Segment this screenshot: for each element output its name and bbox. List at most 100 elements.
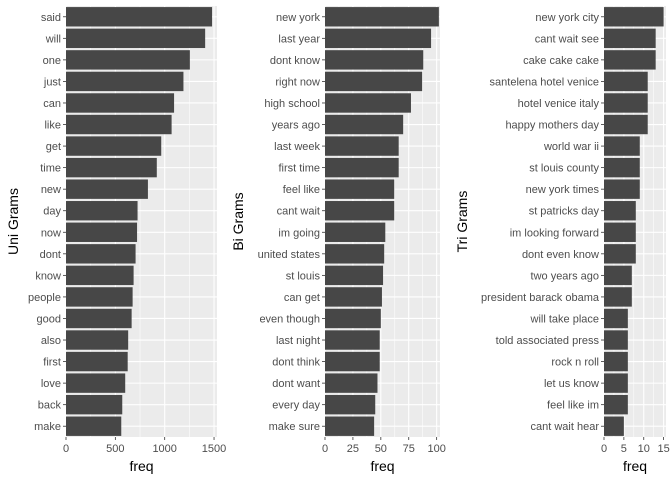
y-tick-label: rock n roll bbox=[551, 357, 599, 369]
x-axis-title: freq bbox=[370, 458, 394, 474]
y-tick-label: im looking forward bbox=[510, 227, 599, 239]
bar bbox=[325, 28, 432, 49]
y-tick-label: hotel venice italy bbox=[518, 98, 600, 110]
x-tick-label: 10 bbox=[638, 443, 650, 455]
y-tick-label: last night bbox=[276, 335, 320, 347]
x-tick-label: 100 bbox=[427, 443, 445, 455]
y-tick-label: dont bbox=[40, 249, 61, 261]
bar bbox=[604, 308, 628, 329]
y-tick-label: new bbox=[41, 184, 61, 196]
y-tick-label: every day bbox=[272, 400, 320, 412]
y-tick-label: last week bbox=[274, 141, 320, 153]
bar bbox=[325, 179, 395, 199]
x-tick-label: 500 bbox=[106, 443, 124, 455]
y-tick-label: love bbox=[41, 378, 61, 390]
bar bbox=[325, 93, 411, 113]
bar bbox=[604, 201, 636, 221]
x-tick-label: 15 bbox=[657, 443, 669, 455]
bar bbox=[604, 136, 640, 156]
y-tick-label: im going bbox=[278, 227, 320, 239]
y-tick-label: make sure bbox=[269, 421, 320, 433]
y-tick-label: can bbox=[43, 98, 61, 110]
y-tick-label: cant wait bbox=[277, 206, 320, 218]
y-tick-label: two years ago bbox=[531, 270, 599, 282]
y-tick-label: st louis bbox=[286, 270, 321, 282]
y-tick-label: new york city bbox=[535, 12, 599, 24]
bar bbox=[66, 222, 138, 242]
bar bbox=[66, 28, 206, 49]
y-tick-label: cant wait see bbox=[535, 33, 599, 45]
y-tick-label: santelena hotel venice bbox=[490, 76, 599, 88]
bar bbox=[66, 244, 136, 264]
y-tick-label: dont even know bbox=[522, 249, 599, 261]
bar bbox=[325, 394, 376, 415]
y-tick-label: president barack obama bbox=[481, 292, 600, 304]
bar bbox=[604, 244, 636, 264]
y-tick-label: now bbox=[41, 227, 61, 239]
bar bbox=[66, 265, 134, 286]
plot-background bbox=[604, 6, 666, 437]
y-tick-label: first bbox=[43, 357, 61, 369]
bar bbox=[325, 222, 386, 242]
x-tick-label: 1000 bbox=[152, 443, 176, 455]
bar bbox=[66, 201, 138, 221]
y-tick-label: back bbox=[38, 400, 62, 412]
y-tick-label: let us know bbox=[544, 378, 599, 390]
y-axis-title: Uni Grams bbox=[5, 188, 21, 255]
bar bbox=[325, 308, 381, 329]
bar bbox=[604, 114, 648, 135]
y-tick-label: happy mothers day bbox=[505, 120, 599, 132]
y-tick-label: even though bbox=[259, 313, 320, 325]
x-tick-label: 5 bbox=[621, 443, 627, 455]
y-tick-label: new york times bbox=[526, 184, 600, 196]
bar bbox=[66, 330, 129, 350]
y-tick-label: will take place bbox=[530, 313, 599, 325]
bar bbox=[604, 157, 640, 178]
y-tick-label: world war ii bbox=[543, 141, 599, 153]
bar bbox=[66, 157, 157, 178]
bar bbox=[604, 265, 632, 286]
y-tick-label: told associated press bbox=[496, 335, 600, 347]
bar bbox=[66, 50, 190, 70]
y-tick-label: said bbox=[41, 12, 61, 24]
bar bbox=[325, 71, 423, 92]
bar bbox=[66, 136, 162, 156]
y-tick-label: dont know bbox=[270, 55, 320, 67]
bar bbox=[604, 7, 664, 27]
y-tick-label: time bbox=[40, 163, 61, 175]
x-tick-label: 0 bbox=[63, 443, 69, 455]
y-tick-label: make bbox=[34, 421, 61, 433]
y-tick-label: just bbox=[43, 76, 61, 88]
x-tick-label: 75 bbox=[403, 443, 415, 455]
bar bbox=[325, 287, 382, 307]
bar bbox=[66, 351, 128, 372]
y-tick-label: can get bbox=[284, 292, 320, 304]
bar bbox=[66, 114, 172, 135]
x-tick-label: 50 bbox=[375, 443, 387, 455]
y-tick-label: also bbox=[41, 335, 61, 347]
chart-panel-2: new york last year dont know right now high … bbox=[230, 6, 446, 474]
chart-panel-3: new york city cant wait see cake cake cake… bbox=[454, 6, 670, 474]
y-tick-label: feel like im bbox=[547, 400, 599, 412]
x-tick-label: 1500 bbox=[202, 443, 226, 455]
bar bbox=[604, 330, 628, 350]
y-tick-label: dont want bbox=[272, 378, 320, 390]
y-tick-label: right now bbox=[275, 76, 320, 88]
y-tick-label: will bbox=[45, 33, 61, 45]
y-tick-label: st patricks day bbox=[529, 206, 600, 218]
y-tick-label: st louis county bbox=[529, 163, 599, 175]
x-axis-title: freq bbox=[623, 458, 647, 474]
bar bbox=[604, 50, 656, 70]
y-tick-label: people bbox=[28, 292, 61, 304]
y-tick-label: first time bbox=[278, 163, 320, 175]
bar bbox=[604, 351, 628, 372]
x-tick-label: 0 bbox=[601, 443, 607, 455]
bar bbox=[325, 136, 399, 156]
y-axis-title: Bi Grams bbox=[230, 192, 246, 250]
bar bbox=[325, 416, 375, 436]
x-tick-label: 0 bbox=[322, 443, 328, 455]
y-tick-label: know bbox=[35, 270, 61, 282]
bar bbox=[604, 287, 632, 307]
y-tick-label: high school bbox=[264, 98, 320, 110]
